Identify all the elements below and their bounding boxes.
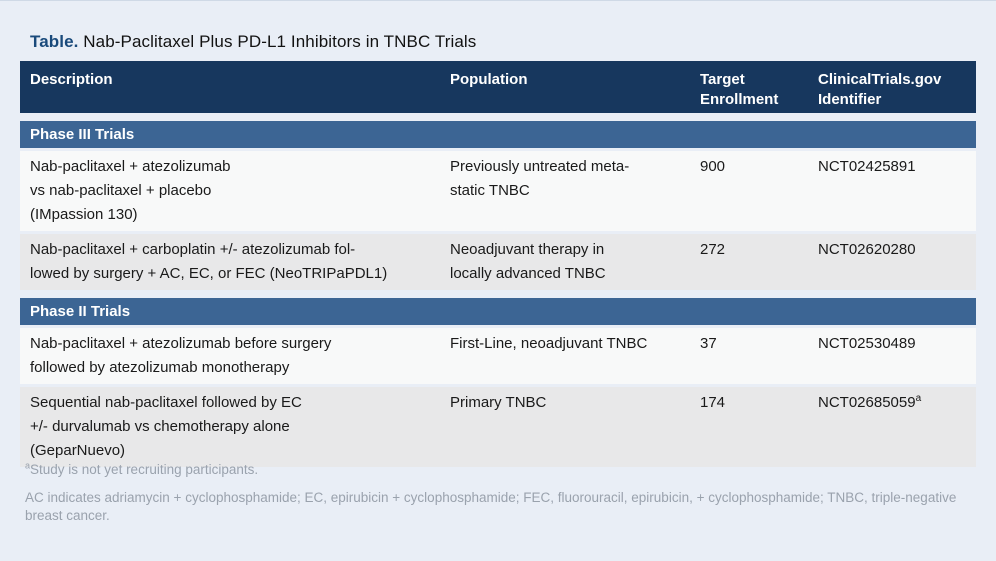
footnotes: aStudy is not yet recruiting participant…: [25, 461, 975, 525]
nct-identifier: NCT02530489: [818, 335, 916, 352]
nct-identifier: NCT02620280: [818, 241, 916, 258]
population-cell: Previously untreated meta- static TNBC: [450, 158, 630, 199]
table-row: Nab-paclitaxel + carboplatin +/- atezoli…: [20, 234, 976, 290]
enrollment-cell: 174: [700, 394, 726, 411]
table-row: Sequential nab-paclitaxel followed by EC…: [20, 387, 976, 467]
description-cell: Nab-paclitaxel + atezolizumab before sur…: [30, 335, 332, 376]
table-label: Table.: [30, 32, 79, 51]
population-cell: Primary TNBC: [450, 394, 547, 411]
description-cell: Nab-paclitaxel + atezolizumab vs nab-pac…: [30, 158, 231, 223]
identifier-cell: NCT02425891: [808, 151, 976, 231]
section-header-phase-2: Phase II Trials: [20, 298, 976, 325]
trials-table: Description Population Target Enrollment…: [20, 61, 976, 467]
table-header-row: Description Population Target Enrollment…: [20, 61, 976, 113]
column-header-population: Population: [450, 71, 528, 88]
column-header-description: Description: [30, 71, 113, 88]
table-row: Nab-paclitaxel + atezolizumab before sur…: [20, 328, 976, 384]
enrollment-cell: 900: [700, 158, 726, 175]
footnote-recruiting: aStudy is not yet recruiting participant…: [25, 461, 975, 479]
description-cell: Sequential nab-paclitaxel followed by EC…: [30, 394, 302, 459]
section-label: Phase II Trials: [30, 303, 131, 320]
population-cell: First-Line, neoadjuvant TNBC: [450, 335, 648, 352]
description-cell: Nab-paclitaxel + carboplatin +/- atezoli…: [30, 241, 388, 282]
section-header-phase-3: Phase III Trials: [20, 121, 976, 148]
table-title-text: Nab-Paclitaxel Plus PD-L1 Inhibitors in …: [78, 32, 477, 51]
footnote-text: Study is not yet recruiting participants…: [30, 462, 259, 477]
population-cell: Neoadjuvant therapy in locally advanced …: [450, 241, 606, 282]
identifier-cell: NCT02620280: [808, 234, 976, 290]
section-gap: [20, 113, 976, 121]
column-header-identifier: ClinicalTrials.gov Identifier: [818, 71, 942, 108]
nct-identifier: NCT02685059: [818, 394, 916, 411]
footnote-superscript: a: [25, 460, 31, 471]
identifier-cell: NCT02685059a: [808, 387, 976, 467]
table-row: Nab-paclitaxel + atezolizumab vs nab-pac…: [20, 151, 976, 231]
nct-identifier: NCT02425891: [818, 158, 916, 175]
identifier-cell: NCT02530489: [808, 328, 976, 384]
enrollment-cell: 37: [700, 335, 717, 352]
identifier-superscript: a: [915, 393, 922, 404]
column-header-target-enrollment: Target Enrollment: [700, 71, 779, 108]
enrollment-cell: 272: [700, 241, 726, 258]
section-label: Phase III Trials: [30, 126, 135, 143]
section-gap: [20, 290, 976, 298]
page-title: Table. Nab-Paclitaxel Plus PD-L1 Inhibit…: [30, 32, 476, 52]
footnote-abbreviations: AC indicates adriamycin + cyclophosphami…: [25, 490, 957, 523]
